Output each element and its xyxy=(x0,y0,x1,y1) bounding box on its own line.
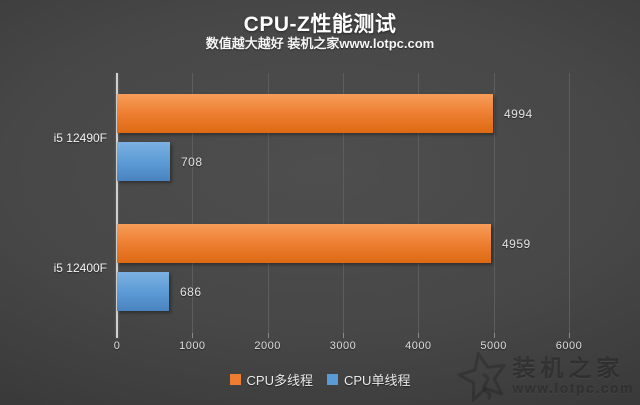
gridline-1000 xyxy=(192,73,194,333)
category-label-0: i5 12490F xyxy=(53,131,107,145)
legend: CPU多线程 CPU单线程 xyxy=(0,370,640,389)
tick-mark-2000 xyxy=(267,333,269,338)
gridline-5000 xyxy=(493,73,495,333)
x-tick-label-2000: 2000 xyxy=(254,340,281,352)
gridline-3000 xyxy=(343,73,344,333)
gridline-4000 xyxy=(418,73,420,333)
tick-mark-3000 xyxy=(343,333,344,338)
x-tick-label-4000: 4000 xyxy=(405,340,432,352)
y-axis-line xyxy=(116,73,118,338)
chart-title: CPU-Z性能测试 xyxy=(243,13,397,36)
value-label-CPU多线程-i5 12400F: 4959 xyxy=(502,236,531,251)
bar-CPU多线程-i5 12490F xyxy=(117,94,493,133)
legend-label: CPU单线程 xyxy=(344,373,411,388)
bar-CPU多线程-i5 12400F xyxy=(117,224,491,263)
tick-mark-5000 xyxy=(493,333,495,338)
x-tick-label-5000: 5000 xyxy=(480,340,507,352)
tick-mark-4000 xyxy=(418,333,420,338)
legend-item-CPU多线程: CPU多线程 xyxy=(229,370,313,389)
legend-swatch-icon xyxy=(327,374,338,385)
chart-subtitle: 数值越大越好 装机之家www.lotpc.com xyxy=(205,36,435,51)
value-label-CPU多线程-i5 12490F: 4994 xyxy=(504,106,533,121)
tick-mark-1000 xyxy=(192,333,194,338)
value-label-CPU单线程-i5 12490F: 708 xyxy=(181,154,203,169)
x-tick-label-1000: 1000 xyxy=(179,340,206,352)
value-label-CPU单线程-i5 12400F: 686 xyxy=(180,284,202,299)
legend-swatch-icon xyxy=(229,374,241,385)
gridline-6000 xyxy=(569,73,570,333)
legend-item-CPU单线程: CPU单线程 xyxy=(327,370,410,389)
tick-mark-6000 xyxy=(569,333,570,338)
legend-label: CPU多线程 xyxy=(246,373,313,388)
x-tick-label-0: 0 xyxy=(113,340,121,352)
bar-CPU单线程-i5 12400F xyxy=(117,272,169,311)
category-label-1: i5 12400F xyxy=(53,261,107,275)
x-tick-label-3000: 3000 xyxy=(329,340,357,352)
x-tick-label-6000: 6000 xyxy=(555,340,583,352)
gridline-2000 xyxy=(267,73,269,333)
bar-CPU单线程-i5 12490F xyxy=(117,142,170,181)
